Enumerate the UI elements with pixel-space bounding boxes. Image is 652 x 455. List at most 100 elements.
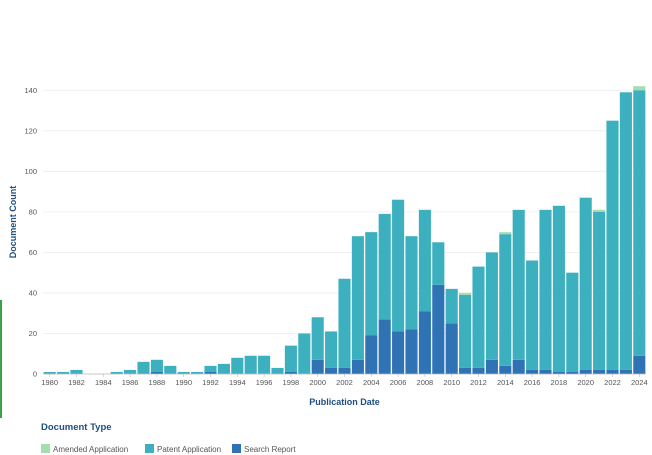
bar-patent-application-1986[interactable] [124, 369, 137, 374]
bar-search-report-2000[interactable] [311, 359, 324, 374]
x-tick-label: 1982 [68, 378, 85, 387]
y-axis-title: Document Count [8, 186, 18, 259]
bar-patent-application-1988[interactable] [150, 359, 163, 372]
x-tick-label: 2020 [577, 378, 594, 387]
x-tick-label: 2008 [417, 378, 434, 387]
bars [43, 86, 646, 374]
bar-patent-application-1998[interactable] [284, 345, 297, 372]
bar-patent-application-2024[interactable] [633, 90, 646, 356]
bar-patent-application-2004[interactable] [365, 232, 378, 336]
legend-item-patent-application[interactable]: Patent Application [145, 444, 221, 454]
bar-patent-application-1995[interactable] [244, 355, 257, 374]
bar-search-report-2007[interactable] [405, 329, 418, 374]
x-tick-label: 2024 [631, 378, 648, 387]
bar-search-report-2016[interactable] [526, 369, 539, 374]
bar-patent-application-1999[interactable] [298, 333, 311, 374]
bar-search-report-2001[interactable] [325, 367, 338, 374]
bar-amended-application-2021[interactable] [593, 209, 606, 212]
bar-patent-application-1991[interactable] [191, 371, 204, 374]
legend-item-search-report[interactable]: Search Report [232, 444, 296, 454]
bar-patent-application-2021[interactable] [593, 211, 606, 370]
x-tick-label: 2002 [336, 378, 353, 387]
bar-search-report-2013[interactable] [485, 359, 498, 374]
bar-search-report-2010[interactable] [445, 323, 458, 374]
x-tick-label: 2018 [551, 378, 568, 387]
bar-patent-application-2020[interactable] [579, 197, 592, 370]
x-tick-label: 2012 [470, 378, 487, 387]
bar-patent-application-1989[interactable] [164, 365, 177, 374]
bar-search-report-2022[interactable] [606, 369, 619, 374]
bar-search-report-2012[interactable] [472, 367, 485, 374]
bar-patent-application-2018[interactable] [552, 205, 565, 372]
bar-search-report-2015[interactable] [512, 359, 525, 374]
bar-patent-application-2003[interactable] [351, 236, 364, 360]
bar-patent-application-2000[interactable] [311, 317, 324, 360]
bar-amended-application-2024[interactable] [633, 86, 646, 91]
legend-swatch [232, 444, 241, 453]
bar-search-report-1988[interactable] [150, 371, 163, 374]
bar-patent-application-1993[interactable] [217, 363, 230, 374]
bar-patent-application-1992[interactable] [204, 365, 217, 372]
y-tick-label: 140 [24, 86, 37, 95]
bar-search-report-2009[interactable] [432, 284, 445, 374]
bar-search-report-2020[interactable] [579, 369, 592, 374]
bar-patent-application-2011[interactable] [459, 294, 472, 368]
bar-search-report-2004[interactable] [365, 335, 378, 374]
bar-patent-application-2001[interactable] [325, 331, 338, 368]
bar-amended-application-2014[interactable] [499, 232, 512, 235]
bar-patent-application-2009[interactable] [432, 242, 445, 285]
bar-patent-application-1997[interactable] [271, 367, 284, 374]
x-axis-title: Publication Date [309, 397, 380, 407]
bar-patent-application-2014[interactable] [499, 234, 512, 366]
bar-patent-application-2015[interactable] [512, 209, 525, 360]
bar-search-report-2021[interactable] [593, 369, 606, 374]
bar-patent-application-1982[interactable] [70, 369, 83, 374]
x-tick-label: 1984 [95, 378, 112, 387]
legend-item-amended-application[interactable]: Amended Application [41, 444, 128, 454]
y-tick-label: 40 [29, 288, 37, 297]
bar-search-report-2003[interactable] [351, 359, 364, 374]
legend[interactable]: Amended Application Patent Application Sea… [41, 444, 296, 454]
bar-search-report-2019[interactable] [566, 371, 579, 374]
bar-search-report-2005[interactable] [378, 319, 391, 374]
bar-patent-application-2012[interactable] [472, 266, 485, 368]
bar-search-report-2018[interactable] [552, 371, 565, 374]
bar-patent-application-2008[interactable] [418, 209, 431, 312]
bar-patent-application-2005[interactable] [378, 213, 391, 320]
bar-patent-application-2017[interactable] [539, 209, 552, 370]
bar-patent-application-1996[interactable] [258, 355, 271, 374]
bar-search-report-2023[interactable] [619, 369, 632, 374]
bar-patent-application-1980[interactable] [43, 371, 56, 374]
y-tick-label: 100 [24, 167, 37, 176]
legend-swatch [145, 444, 154, 453]
y-tick-label: 0 [33, 370, 37, 379]
bar-patent-application-2006[interactable] [392, 199, 405, 332]
bar-patent-application-2002[interactable] [338, 278, 351, 368]
bar-patent-application-1987[interactable] [137, 361, 150, 374]
bar-patent-application-2022[interactable] [606, 120, 619, 370]
bar-search-report-1998[interactable] [284, 371, 297, 374]
bar-patent-application-2013[interactable] [485, 252, 498, 360]
bar-patent-application-2019[interactable] [566, 272, 579, 372]
bar-amended-application-2011[interactable] [459, 292, 472, 295]
x-tick-label: 1986 [122, 378, 139, 387]
bar-search-report-2006[interactable] [392, 331, 405, 374]
bar-patent-application-1990[interactable] [177, 371, 190, 374]
bar-patent-application-1981[interactable] [57, 371, 70, 374]
bar-patent-application-1994[interactable] [231, 357, 244, 374]
bar-search-report-2017[interactable] [539, 369, 552, 374]
bar-patent-application-2007[interactable] [405, 236, 418, 330]
bar-patent-application-2023[interactable] [619, 92, 632, 370]
bar-patent-application-1985[interactable] [110, 371, 123, 374]
x-tick-label: 2004 [363, 378, 380, 387]
bar-search-report-2024[interactable] [633, 355, 646, 374]
bar-search-report-2008[interactable] [418, 311, 431, 374]
bar-search-report-2002[interactable] [338, 367, 351, 374]
x-tick-label: 1992 [202, 378, 219, 387]
bar-patent-application-2010[interactable] [445, 288, 458, 324]
bar-search-report-2011[interactable] [459, 367, 472, 374]
bar-search-report-1992[interactable] [204, 371, 217, 374]
bar-patent-application-2016[interactable] [526, 260, 539, 370]
bar-search-report-2014[interactable] [499, 365, 512, 374]
